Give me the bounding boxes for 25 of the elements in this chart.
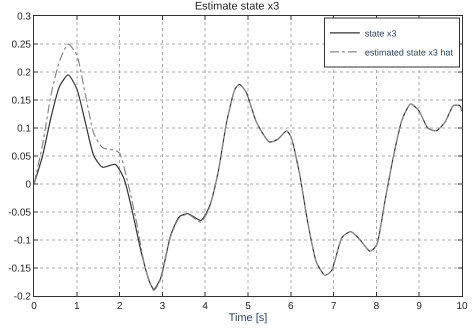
y-tick-label: 0.25	[12, 40, 32, 50]
y-tick-label: 0	[25, 180, 32, 190]
chart-title: Estimate state x3	[194, 0, 280, 12]
x-tick-label: 8	[374, 301, 380, 312]
y-tick-label: -0.2	[14, 292, 32, 302]
y-tick-label: 0.1	[17, 124, 32, 134]
x-tick-label: 9	[416, 301, 422, 312]
x-tick-label: 6	[288, 301, 294, 312]
y-tick-label: -0.05	[8, 208, 32, 218]
x-tick-label: 2	[116, 301, 123, 312]
y-tick-label: 0.2	[17, 68, 32, 78]
x-tick-label: 7	[330, 301, 337, 312]
x-axis-title: Time [s]	[228, 312, 268, 324]
x-tick-label: 3	[160, 301, 166, 312]
x-tick-label: 4	[202, 301, 208, 312]
x-tick-label: 10	[456, 301, 468, 312]
y-tick-label: 0.3	[17, 12, 32, 22]
y-tick-label: -0.15	[8, 264, 32, 274]
x-tick-label: 5	[245, 301, 252, 312]
x-tick-label: 1	[74, 301, 80, 312]
legend-label: state x3	[364, 28, 396, 38]
legend-label: estimated state x3 hat	[364, 47, 454, 58]
y-tick-label: 0.05	[12, 152, 32, 162]
y-tick-label: -0.1	[14, 236, 32, 246]
y-tick-label: 0.15	[12, 96, 32, 106]
